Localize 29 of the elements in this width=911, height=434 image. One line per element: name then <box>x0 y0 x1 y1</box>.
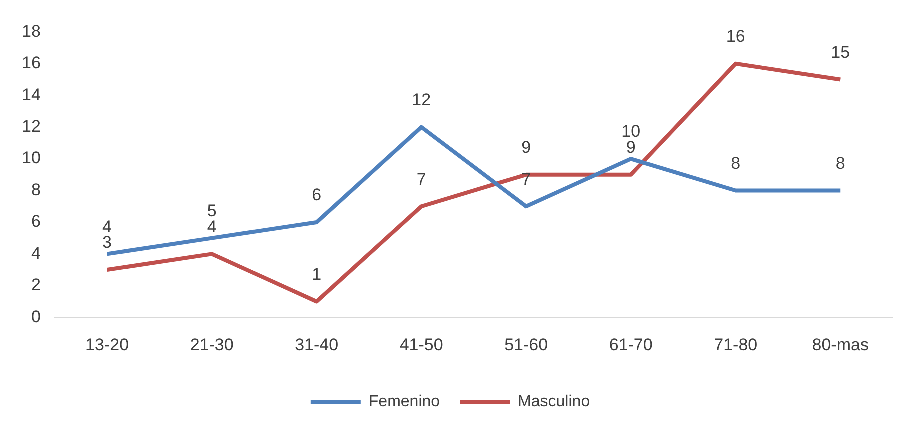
data-label: 1 <box>312 264 322 284</box>
data-label: 9 <box>522 138 532 158</box>
x-tick-label: 31-40 <box>295 335 339 354</box>
y-tick-label: 4 <box>31 244 41 263</box>
y-tick-label: 0 <box>31 307 41 326</box>
y-tick-label: 8 <box>31 180 41 200</box>
legend-label: Femenino <box>368 393 440 410</box>
y-tick-label: 10 <box>22 148 41 168</box>
x-tick-label: 13-20 <box>86 335 130 354</box>
y-tick-label: 2 <box>31 276 41 295</box>
data-label: 8 <box>836 154 846 173</box>
data-label: 8 <box>731 154 741 173</box>
y-tick-label: 16 <box>22 54 41 73</box>
y-tick-label: 12 <box>22 117 41 136</box>
x-tick-label: 61-70 <box>609 335 653 354</box>
data-label: 16 <box>726 27 746 46</box>
data-label: 6 <box>312 186 322 205</box>
y-tick-label: 14 <box>22 85 41 104</box>
y-tick-label: 6 <box>31 212 41 232</box>
data-label: 15 <box>831 42 850 62</box>
legend-label: Masculino <box>518 393 590 410</box>
y-tick-label: 18 <box>22 22 41 41</box>
x-tick-label: 71-80 <box>714 335 758 354</box>
data-label: 12 <box>412 90 432 110</box>
x-tick-label: 80-mas <box>812 335 869 354</box>
x-tick-label: 51-60 <box>504 335 548 354</box>
data-label: 7 <box>416 170 426 189</box>
x-tick-label: 21-30 <box>190 335 234 354</box>
x-tick-label: 41-50 <box>400 335 444 354</box>
